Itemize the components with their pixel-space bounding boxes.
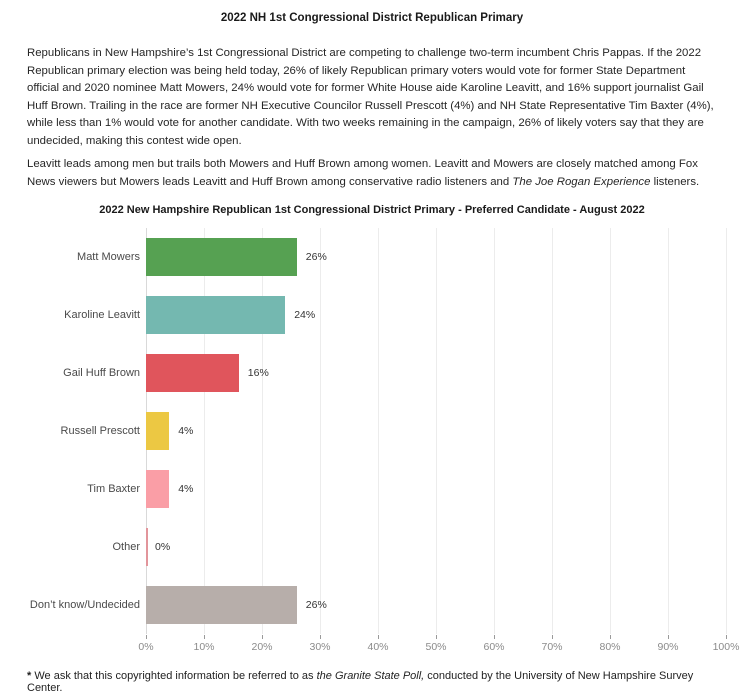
x-tick-mark (204, 635, 205, 639)
x-tick-mark (378, 635, 379, 639)
gridline (610, 228, 611, 634)
bar-value-label: 26% (305, 251, 327, 263)
chart-bar (146, 412, 170, 450)
x-tick-label: 20% (251, 641, 273, 653)
x-tick-mark (494, 635, 495, 639)
footnote-italic: the Granite State Poll, (316, 670, 425, 682)
category-labels: Matt Mowers Karoline Leavitt Gail Huff Bro… (0, 228, 140, 634)
x-tick-mark (262, 635, 263, 639)
x-axis: 0% 10% 20% 30% 40% 50% 60% 70% 80% 90% 100% (138, 634, 739, 660)
chart-bar (146, 470, 170, 508)
x-tick-mark (146, 635, 147, 639)
gridline (552, 228, 553, 634)
bar-chart: Matt Mowers Karoline Leavitt Gail Huff Bro… (0, 228, 744, 660)
x-tick-mark (436, 635, 437, 639)
chart-bar (146, 296, 286, 334)
x-tick-label: 80% (599, 641, 621, 653)
bar-value-label: 16% (247, 367, 269, 379)
analysis-italic-title: The Joe Rogan Experience (512, 175, 651, 188)
x-tick-label: 0% (138, 641, 154, 653)
category-label: Matt Mowers (77, 250, 140, 263)
category-label: Don’t know/Undecided (29, 598, 140, 611)
gridline (320, 228, 321, 634)
category-label: Karoline Leavitt (64, 308, 140, 321)
analysis-text-2: listeners. (650, 175, 700, 188)
page-title: 2022 NH 1st Congressional District Repub… (220, 12, 524, 24)
gridline (204, 228, 205, 634)
bar-value-label: 26% (305, 599, 327, 611)
analysis-text-1: Leavitt leads among men but trails both … (27, 158, 698, 188)
footnote-text-1: We ask that this copyrighted information… (31, 670, 317, 682)
category-label: Gail Huff Brown (63, 366, 140, 379)
category-label: Russell Prescott (60, 424, 140, 437)
analysis-paragraph: Leavitt leads among men but trails both … (27, 156, 720, 191)
bar-value-label: 4% (178, 483, 194, 495)
x-tick-mark (320, 635, 321, 639)
chart-bar (146, 238, 297, 276)
bar-value-label: 24% (294, 309, 316, 321)
x-tick-label: 100% (712, 641, 740, 653)
bar-value-label: 0% (155, 541, 171, 553)
intro-paragraph: Republicans in New Hampshire’s 1st Congr… (27, 47, 714, 147)
chart-plot: 26% 24% 16% 4% 4% 0% 26% (146, 228, 727, 634)
gridline (436, 228, 437, 634)
x-tick-mark (726, 635, 727, 639)
chart-bar (146, 528, 148, 566)
bar-value-label: 4% (178, 425, 194, 437)
x-tick-mark (610, 635, 611, 639)
x-tick-label: 90% (657, 641, 679, 653)
x-tick-label: 50% (425, 641, 447, 653)
x-tick-mark (552, 635, 553, 639)
gridline (668, 228, 669, 634)
x-tick-mark (668, 635, 669, 639)
chart-bar (146, 354, 239, 392)
gridline (378, 228, 379, 634)
footnote-asterisk: * (27, 670, 32, 682)
gridline (494, 228, 495, 634)
x-tick-label: 70% (541, 641, 563, 653)
category-label: Other (112, 540, 140, 553)
gridline (726, 228, 727, 634)
x-tick-label: 40% (367, 641, 389, 653)
chart-bar (146, 586, 297, 624)
x-tick-label: 60% (483, 641, 505, 653)
footnote: * We ask that this copyrighted informati… (27, 670, 720, 694)
category-label: Tim Baxter (87, 482, 140, 495)
gridline (262, 228, 263, 634)
x-tick-label: 10% (193, 641, 215, 653)
chart-title: 2022 New Hampshire Republican 1st Congre… (99, 204, 645, 216)
x-tick-label: 30% (309, 641, 331, 653)
